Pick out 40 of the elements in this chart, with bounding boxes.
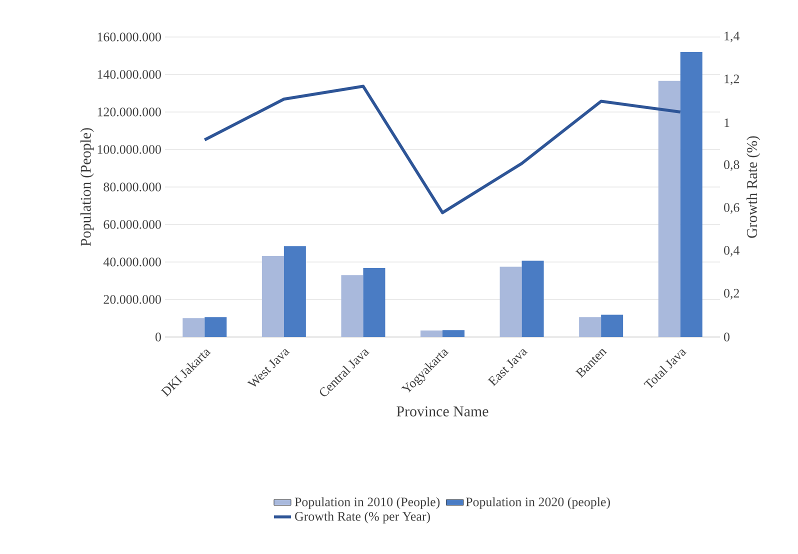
bar [500,266,522,337]
bar [442,330,465,337]
legend-label: Growth Rate (% per Year) [295,512,430,524]
y2-tick-label: 1 [724,118,730,127]
y2-tick-label: 0,6 [724,203,740,214]
x-tick-label: West Java [247,349,290,386]
bar [262,256,284,337]
bar [182,318,205,337]
bar [680,52,702,337]
y-tick-label: 160.000.000 [98,32,161,42]
y2-axis-title: Growth Rate (%) [746,136,760,238]
bar [341,275,364,337]
y2-tick-label: 0,2 [724,288,740,300]
y-tick-label: 120.000.000 [98,108,161,116]
bar [522,260,544,337]
y2-tick-label: 0 [724,332,730,342]
y-tick-label: 80.000.000 [104,182,161,192]
y-tick-label: 40.000.000 [103,258,161,266]
bar [579,317,602,337]
bar [658,80,680,337]
legend-label: Population in 2020 (people) [466,497,610,509]
bar [420,330,442,337]
y-tick-label: 60.000.000 [104,220,161,229]
y2-tick-label: 0,8 [724,160,740,171]
line-series [203,84,682,214]
y2-tick-label: 0,4 [724,246,740,257]
bar [204,317,227,337]
x-tick-label: East Java [488,349,528,386]
y-tick-label: 140.000.000 [98,70,161,79]
bar [601,314,624,337]
y2-tick-label: 1,2 [724,74,740,86]
bar [363,268,386,337]
legend-label: Population in 2010 (People) [294,497,440,509]
y-tick-label: 100.000.000 [98,145,161,154]
bar [284,246,306,337]
y-axis-title: Population (People) [80,128,94,246]
y2-tick-label: 1,4 [724,32,740,42]
x-axis-title: Province Name [396,406,488,416]
y-tick-label: 0 [156,332,161,342]
y-tick-label: 20.000.000 [104,295,161,304]
